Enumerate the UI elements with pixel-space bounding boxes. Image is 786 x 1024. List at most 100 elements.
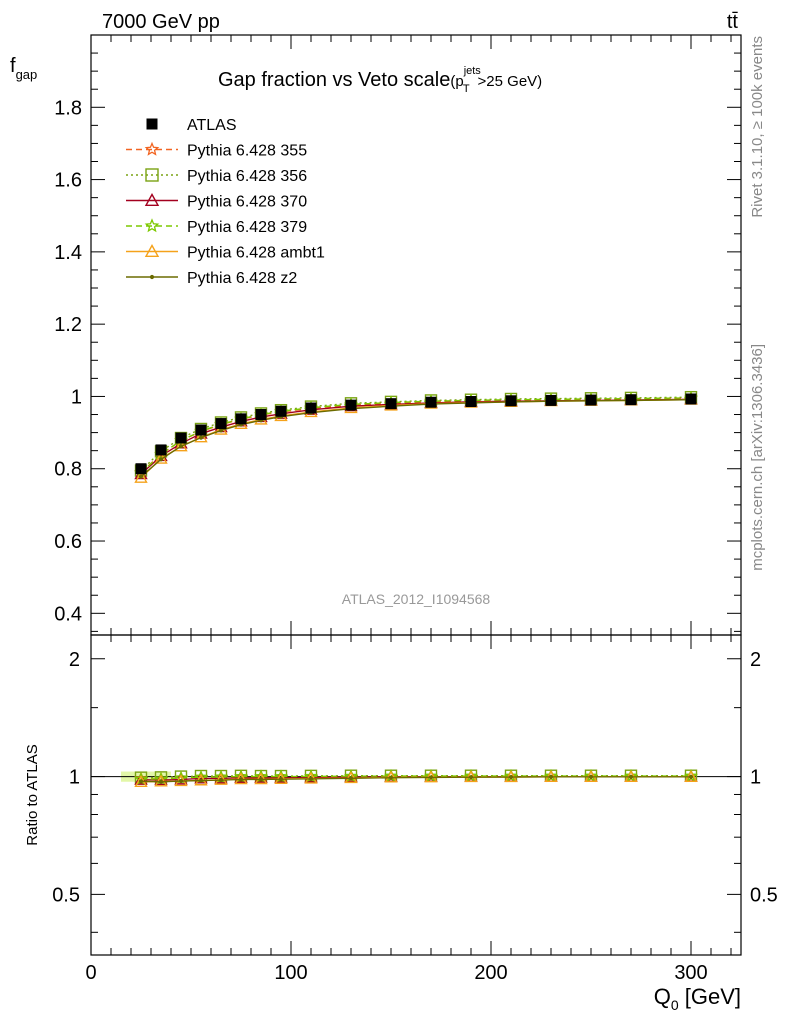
ratio-series-point-4 [154,774,168,787]
ratio-tick-label-right: 1 [750,767,761,789]
data-point [195,424,207,436]
data-point [235,413,247,425]
ratio-series-point-5 [588,774,594,780]
y-tick-label: 0.8 [54,459,82,481]
data-point [175,432,187,444]
ratio-series-point-5 [178,778,184,784]
data-point [345,399,357,411]
series-line-2 [140,398,692,475]
y-tick-label: 1 [71,386,82,408]
series-line-4 [140,399,692,479]
ratio-series-line-5 [140,776,691,783]
ratio-series-point-4 [424,770,438,783]
ratio-series-line-3 [140,775,691,780]
title-suffix-sub: T [463,83,470,95]
ratio-series-point-5 [158,779,164,784]
data-point [385,398,397,410]
ratio-series-point-5 [138,779,144,784]
title-suffix-close: >25 GeV) [478,73,543,90]
ratio-series [91,768,741,788]
ratio-series-point-4 [254,772,268,785]
legend-label-data: ATLAS [187,117,237,134]
rivet-version-label: Rivet 3.1.10, ≥ 100k events [749,36,766,218]
series-line-5 [140,399,692,478]
ratio-series-point-5 [388,775,394,780]
analysis-watermark: ATLAS_2012_I1094568 [342,591,491,607]
series-line-0 [140,397,692,473]
main-series [134,390,698,483]
legend-label-2: Pythia 6.428 370 [187,194,307,211]
ratio-series-point-5 [308,776,314,781]
ratio-tick-label: 0.5 [52,884,80,906]
data-point [255,409,267,421]
ratio-series-point-4 [274,771,288,784]
legend-marker-3 [144,218,160,233]
ratio-series-point-5 [428,775,434,780]
ratio-tick-label-right: 0.5 [750,884,778,906]
legend-marker-data [146,118,158,130]
x-axis-title: Q0 [GeV] [654,984,741,1013]
series-point-4 [134,470,148,483]
y-tick-label: 1.4 [54,242,82,264]
series-point-5 [218,428,224,433]
data-point [465,396,477,408]
legend-marker-5 [149,274,155,280]
y-tick-label: 1.6 [54,170,82,192]
legend-label-1: Pythia 6.428 356 [187,168,307,185]
mcplots-label: mcplots.cern.ch [arXiv:1306.3436] [749,344,766,571]
y-tick-label: 1.8 [54,97,82,119]
title-suffix-sup: jets [463,65,482,77]
title-suffix-open: (p [450,73,463,90]
series-point-5 [178,444,184,449]
legend-label-5: Pythia 6.428 z2 [187,270,297,287]
main-axes: 0.4 0.6 0.8 1 1.2 1.4 1.6 1.8 [54,35,741,635]
ratio-plot-frame [90,634,742,956]
data-point [425,396,437,408]
ratio-series-point-4 [464,770,478,783]
ratio-series-point-5 [198,778,204,783]
series-point-5 [138,474,144,479]
legend-marker-1 [145,168,159,182]
legend-label-3: Pythia 6.428 379 [187,219,307,236]
chart-title: Gap fraction vs Veto scale(pjets T >25 GeV… [218,65,542,95]
ratio-axes: 0 100 200 300 0.5 0.5 1 1 2 2 [52,635,778,984]
ratio-tick-label: 1 [69,767,80,789]
ratio-series-point-4 [194,773,208,786]
legend: ATLAS Pythia 6.428 355 Pythia 6.428 356 Pyt… [126,117,325,287]
y-tick-label: 0.4 [54,603,82,625]
ratio-tick-label-right: 2 [750,649,761,671]
ratio-series-point-5 [218,777,224,783]
ratio-tick-label: 2 [69,649,80,671]
ratio-series-point-4 [384,770,398,783]
legend-marker-2 [144,193,160,207]
x-tick-label: 100 [274,962,307,984]
legend-label-4: Pythia 6.428 ambt1 [187,245,325,262]
x-tick-label: 0 [85,962,96,984]
legend-label-0: Pythia 6.428 355 [187,143,307,160]
data-point [275,405,287,417]
ratio-series-point-5 [548,774,554,780]
legend-marker-4 [144,244,160,257]
ratio-series-point-4 [344,771,358,784]
ratio-series-point-4 [304,771,318,784]
data-point [505,395,517,407]
ratio-series-point-5 [508,774,514,780]
data-point [215,418,227,430]
data-point [585,394,597,406]
data-point [685,393,697,405]
ratio-series-point-5 [468,775,474,780]
x-tick-label: 300 [674,962,707,984]
data-point [155,444,167,456]
y-tick-label: 1.2 [54,314,82,336]
data-point [305,402,317,414]
ratio-series-point-4 [214,772,228,785]
data-point [135,463,147,475]
ratio-series-point-5 [258,777,264,782]
series-point-5 [158,457,164,462]
series-point-5 [198,435,204,440]
y-axis-title: fgap [10,55,37,82]
header-energy-label: 7000 GeV pp [102,11,220,33]
ratio-series-point-5 [278,777,284,782]
y-tick-label: 0.6 [54,531,82,553]
